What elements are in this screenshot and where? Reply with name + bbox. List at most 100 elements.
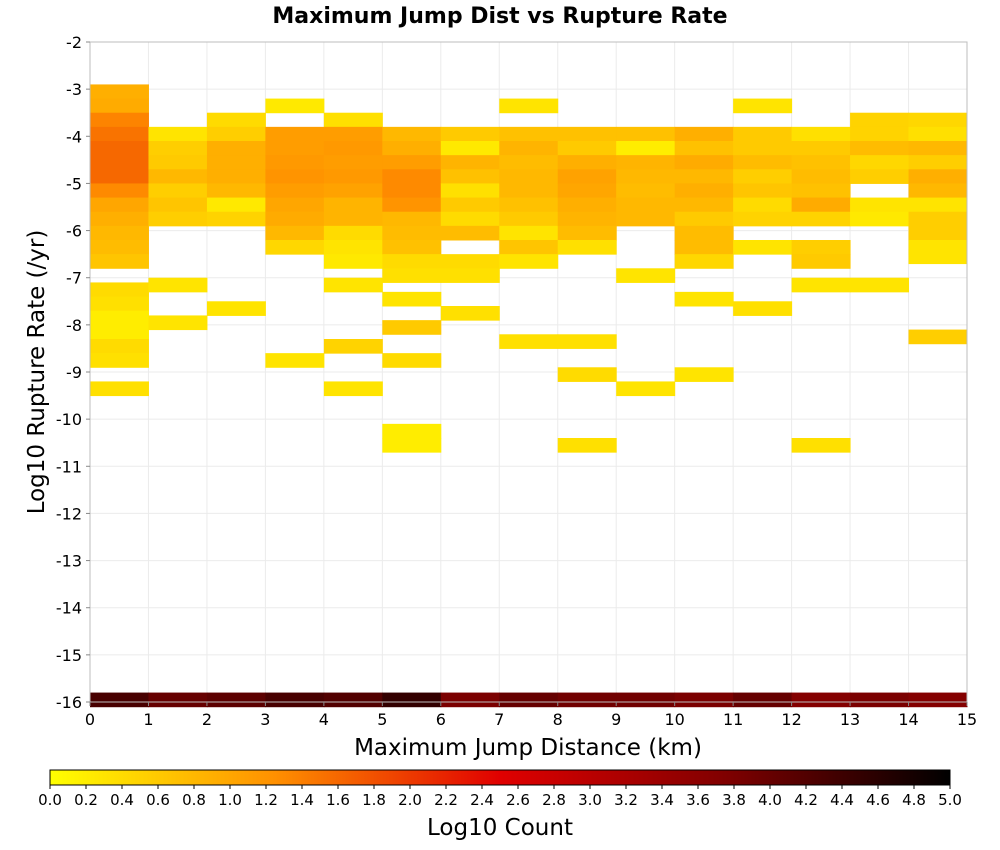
x-tick-label: 10	[664, 710, 684, 729]
heatmap-cell	[557, 240, 617, 255]
heatmap-cell	[323, 692, 383, 708]
chart-title: Maximum Jump Dist vs Rupture Rate	[272, 4, 727, 29]
heatmap-cell	[382, 211, 442, 227]
heatmap-cell	[733, 301, 793, 316]
colorbar-tick-label: 1.0	[218, 791, 242, 809]
heatmap-cell	[616, 141, 676, 156]
heatmap-cell	[206, 169, 266, 184]
heatmap-cell	[674, 211, 734, 227]
colorbar-tick-label: 3.4	[650, 791, 674, 809]
y-tick-label: -7	[66, 269, 82, 288]
x-tick-label: 11	[723, 710, 743, 729]
colorbar-tick-label: 1.4	[290, 791, 314, 809]
y-tick-label: -9	[66, 363, 82, 382]
heatmap-cell	[557, 225, 617, 241]
heatmap-cell	[791, 277, 851, 293]
heatmap-cell	[850, 112, 910, 128]
colorbar-tick-label: 0.0	[38, 791, 62, 809]
x-tick-label: 1	[143, 710, 153, 729]
y-tick-label: -2	[66, 33, 82, 52]
x-tick-label: 0	[85, 710, 95, 729]
heatmap-cell	[557, 126, 617, 142]
heatmap-cell	[382, 225, 442, 241]
heatmap-cell	[908, 112, 968, 128]
heatmap-cell	[850, 197, 910, 213]
colorbar-tick-label: 4.6	[866, 791, 890, 809]
heatmap-cell	[733, 98, 793, 114]
heatmap-cell	[265, 211, 325, 227]
heatmap-cell	[148, 211, 208, 227]
heatmap-cell	[148, 183, 208, 199]
heatmap-cell	[323, 211, 383, 227]
heatmap-cell	[323, 183, 383, 199]
heatmap-cell	[440, 306, 500, 321]
heatmap-cell	[850, 692, 910, 708]
heatmap-cell	[791, 197, 851, 213]
heatmap-cell	[148, 169, 208, 184]
x-tick-label: 15	[957, 710, 977, 729]
heatmap-cell	[499, 98, 559, 114]
x-tick-label: 7	[494, 710, 504, 729]
colorbar-tick-label: 2.4	[470, 791, 494, 809]
y-tick-label: -13	[56, 552, 82, 571]
heatmap-cell	[206, 183, 266, 199]
heatmap-cell	[850, 211, 910, 227]
heatmap-cell	[440, 254, 500, 269]
y-tick-label: -14	[56, 599, 82, 618]
colorbar-tick-label: 2.6	[506, 791, 530, 809]
heatmap-cell	[674, 692, 734, 708]
x-tick-label: 3	[260, 710, 270, 729]
heatmap-cell	[265, 183, 325, 199]
heatmap-cell	[90, 183, 149, 199]
x-tick-label: 6	[436, 710, 446, 729]
y-axis-label: Log10 Rupture Rate (/yr)	[24, 230, 50, 515]
x-tick-label: 4	[319, 710, 329, 729]
y-tick-label: -15	[56, 646, 82, 665]
heatmap-cell	[733, 240, 793, 255]
heatmap-cell	[382, 438, 442, 453]
heatmap-cell	[908, 197, 968, 213]
heatmap-cell	[908, 141, 968, 156]
heatmap-cell	[616, 268, 676, 283]
y-tick-label: -6	[66, 222, 82, 241]
heatmap-cell	[674, 291, 734, 307]
heatmap-cell	[323, 339, 383, 354]
heatmap-cell	[616, 126, 676, 142]
heatmap-cell	[323, 126, 383, 142]
colorbar-tick-label: 4.8	[902, 791, 926, 809]
heatmap-cell	[674, 141, 734, 156]
heatmap-cell	[323, 141, 383, 156]
heatmap-cell	[382, 353, 442, 368]
heatmap-cell	[148, 692, 208, 708]
heatmap-cell	[90, 112, 149, 128]
heatmap-cell	[265, 225, 325, 241]
heatmap-cell	[616, 169, 676, 184]
colorbar-label: Log10 Count	[427, 815, 573, 841]
heatmap-cell	[791, 126, 851, 142]
y-tick-label: -4	[66, 127, 82, 146]
heatmap-cell	[206, 155, 266, 170]
heatmap-cell	[616, 197, 676, 213]
heatmap-cell	[791, 141, 851, 156]
x-axis-label: Maximum Jump Distance (km)	[354, 735, 702, 761]
heatmap-cell	[323, 240, 383, 255]
colorbar-tick-label: 3.6	[686, 791, 710, 809]
heatmap-cell	[791, 692, 851, 708]
heatmap-cell	[323, 254, 383, 269]
heatmap-cell	[733, 155, 793, 170]
heatmap-cell	[440, 126, 500, 142]
x-tick-label: 13	[840, 710, 860, 729]
heatmap-cell	[557, 367, 617, 382]
heatmap-cell	[382, 197, 442, 213]
heatmap-cell	[674, 183, 734, 199]
heatmap-cell	[499, 225, 559, 241]
heatmap-cell	[382, 169, 442, 184]
colorbar-tick-label: 1.6	[326, 791, 350, 809]
heatmap-cell	[90, 211, 149, 227]
colorbar-tick-label: 3.2	[614, 791, 638, 809]
heatmap-cell	[206, 112, 266, 128]
heatmap-cell	[733, 126, 793, 142]
heatmap-cell	[323, 277, 383, 293]
heatmap-cell	[265, 240, 325, 255]
heatmap-cell	[382, 692, 442, 708]
